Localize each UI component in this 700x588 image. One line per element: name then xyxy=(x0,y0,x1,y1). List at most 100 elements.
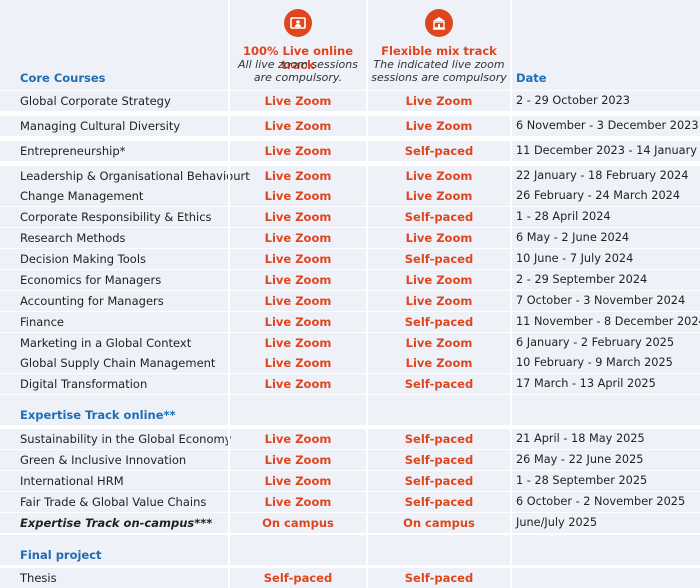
track1-mode: On campus xyxy=(262,516,334,530)
course-date: 1 - 28 April 2024 xyxy=(516,210,611,223)
table-row: Economics for Managers Live Zoom Live Zoom… xyxy=(0,270,700,290)
course-date: 26 February - 24 March 2024 xyxy=(516,189,681,202)
track2-mode: Self-paced xyxy=(404,144,474,158)
course-date: 6 January - 2 February 2025 xyxy=(516,336,675,349)
track1-mode: Live Zoom xyxy=(264,144,332,158)
track2-mode: On campus xyxy=(403,516,475,530)
course-name: Research Methods xyxy=(20,231,126,245)
track1-mode: Live Zoom xyxy=(264,432,332,446)
table-row: Expertise Track on-campus*** On campus On … xyxy=(0,513,700,533)
track1-mode: Live Zoom xyxy=(264,315,332,329)
course-date: 6 October - 2 November 2025 xyxy=(516,495,686,508)
course-name: Accounting for Managers xyxy=(20,294,164,308)
table-row: Fair Trade & Global Value Chains Live Zoo… xyxy=(0,492,700,512)
track2-subtitle-line1: The indicated live zoom xyxy=(373,58,505,71)
course-date: 2 - 29 October 2023 xyxy=(516,94,630,107)
track1-mode: Live Zoom xyxy=(264,169,332,183)
course-date: 6 November - 3 December 2023 xyxy=(516,119,699,132)
track1-mode: Live Zoom xyxy=(264,231,332,245)
track2-mode: Self-paced xyxy=(404,571,474,585)
course-date: June/July 2025 xyxy=(516,516,598,529)
table-row: Managing Cultural Diversity Live Zoom Live… xyxy=(0,116,700,136)
course-name: Change Management xyxy=(20,189,144,203)
table-row: Decision Making Tools Live Zoom Self-paced… xyxy=(0,249,700,269)
course-name: Decision Making Tools xyxy=(20,252,147,266)
track2-mode: Live Zoom xyxy=(405,273,473,287)
course-date: 26 May - 22 June 2025 xyxy=(516,453,644,466)
table-row: Change Management Live Zoom Live Zoom 26 Fe… xyxy=(0,186,700,206)
track1-mode: Live Zoom xyxy=(264,495,332,509)
course-name: Green & Inclusive Innovation xyxy=(20,453,187,467)
track1-mode: Live Zoom xyxy=(264,273,332,287)
table-row: Green & Inclusive Innovation Live Zoom Sel… xyxy=(0,450,700,470)
section-final-title: Final project xyxy=(20,548,102,562)
track1-mode: Live Zoom xyxy=(264,189,332,203)
course-name: Thesis xyxy=(20,571,57,585)
table-header: 100% Live online track All live zoom ses… xyxy=(0,0,700,90)
course-date: 10 June - 7 July 2024 xyxy=(516,252,634,265)
campus-building-icon xyxy=(425,9,453,37)
track1-subtitle-line2: are compulsory. xyxy=(253,71,343,84)
course-name: Leadership & Organisational Behaviourt xyxy=(20,169,250,183)
track1-mode: Live Zoom xyxy=(264,453,332,467)
course-date: 17 March - 13 April 2025 xyxy=(516,377,656,390)
table-row: Entrepreneurship* Live Zoom Self-paced 11 D… xyxy=(0,141,700,161)
course-name: Entrepreneurship* xyxy=(20,144,126,158)
track2-mode: Self-paced xyxy=(404,252,474,266)
date-column-header: Date xyxy=(516,71,547,85)
track2-subtitle-line2: sessions are compulsory xyxy=(371,71,507,84)
course-date: 11 December 2023 - 14 January 2024 xyxy=(516,144,700,157)
course-name: Fair Trade & Global Value Chains xyxy=(20,495,207,509)
track2-header: Flexible mix track The indicated live zo… xyxy=(368,0,510,90)
track2-mode: Live Zoom xyxy=(405,336,473,350)
track2-mode: Self-paced xyxy=(404,495,474,509)
track2-mode: Live Zoom xyxy=(405,94,473,108)
course-name: Marketing in a Global Context xyxy=(20,336,192,350)
track1-mode: Live Zoom xyxy=(264,474,332,488)
course-name: Managing Cultural Diversity xyxy=(20,119,181,133)
track2-mode: Self-paced xyxy=(404,315,474,329)
table-row: Leadership & Organisational Behaviourt Li… xyxy=(0,166,700,186)
course-name: Global Supply Chain Management xyxy=(20,356,216,370)
track2-mode: Self-paced xyxy=(404,377,474,391)
table-row: Thesis Self-paced Self-paced xyxy=(0,568,700,588)
section-core-title: Core Courses xyxy=(20,71,106,85)
course-date: 2 - 29 September 2024 xyxy=(516,273,648,286)
track1-mode: Live Zoom xyxy=(264,377,332,391)
table-row: Corporate Responsibility & Ethics Live Zo… xyxy=(0,207,700,227)
course-name: Expertise Track on-campus*** xyxy=(20,516,213,530)
course-name: Sustainability in the Global Economy xyxy=(20,432,232,446)
track1-header: 100% Live online track All live zoom ses… xyxy=(230,0,366,90)
section-final-band: Final project xyxy=(0,535,700,565)
track2-mode: Live Zoom xyxy=(405,231,473,245)
table-row: Research Methods Live Zoom Live Zoom 6 May … xyxy=(0,228,700,248)
track2-mode: Live Zoom xyxy=(405,294,473,308)
table-row: Global Supply Chain Management Live Zoom L… xyxy=(0,353,700,373)
course-name: Global Corporate Strategy xyxy=(20,94,171,108)
track1-title: 100% Live online track xyxy=(242,44,354,72)
track1-mode: Live Zoom xyxy=(264,356,332,370)
table-row: Digital Transformation Live Zoom Self-pace… xyxy=(0,374,700,394)
track2-mode: Self-paced xyxy=(404,432,474,446)
track2-mode: Self-paced xyxy=(404,210,474,224)
track1-mode: Live Zoom xyxy=(264,94,332,108)
table-row: Sustainability in the Global Economy Live… xyxy=(0,429,700,449)
course-name: Finance xyxy=(20,315,64,329)
track2-mode: Self-paced xyxy=(404,453,474,467)
online-person-icon xyxy=(284,9,312,37)
track1-mode: Live Zoom xyxy=(264,210,332,224)
course-date: 6 May - 2 June 2024 xyxy=(516,231,630,244)
track2-mode: Self-paced xyxy=(404,474,474,488)
course-date: 10 February - 9 March 2025 xyxy=(516,356,673,369)
track2-mode: Live Zoom xyxy=(405,119,473,133)
section-expertise-band: Expertise Track online** xyxy=(0,395,700,425)
table-row: Global Corporate Strategy Live Zoom Live Z… xyxy=(0,91,700,111)
course-date: 22 January - 18 February 2024 xyxy=(516,169,689,182)
course-date: 21 April - 18 May 2025 xyxy=(516,432,645,445)
course-date: 1 - 28 September 2025 xyxy=(516,474,648,487)
section-expertise-title: Expertise Track online** xyxy=(20,408,176,422)
track1-mode: Live Zoom xyxy=(264,336,332,350)
course-date: 11 November - 8 December 2024 xyxy=(516,315,700,328)
table-row: Marketing in a Global Context Live Zoom Li… xyxy=(0,333,700,353)
